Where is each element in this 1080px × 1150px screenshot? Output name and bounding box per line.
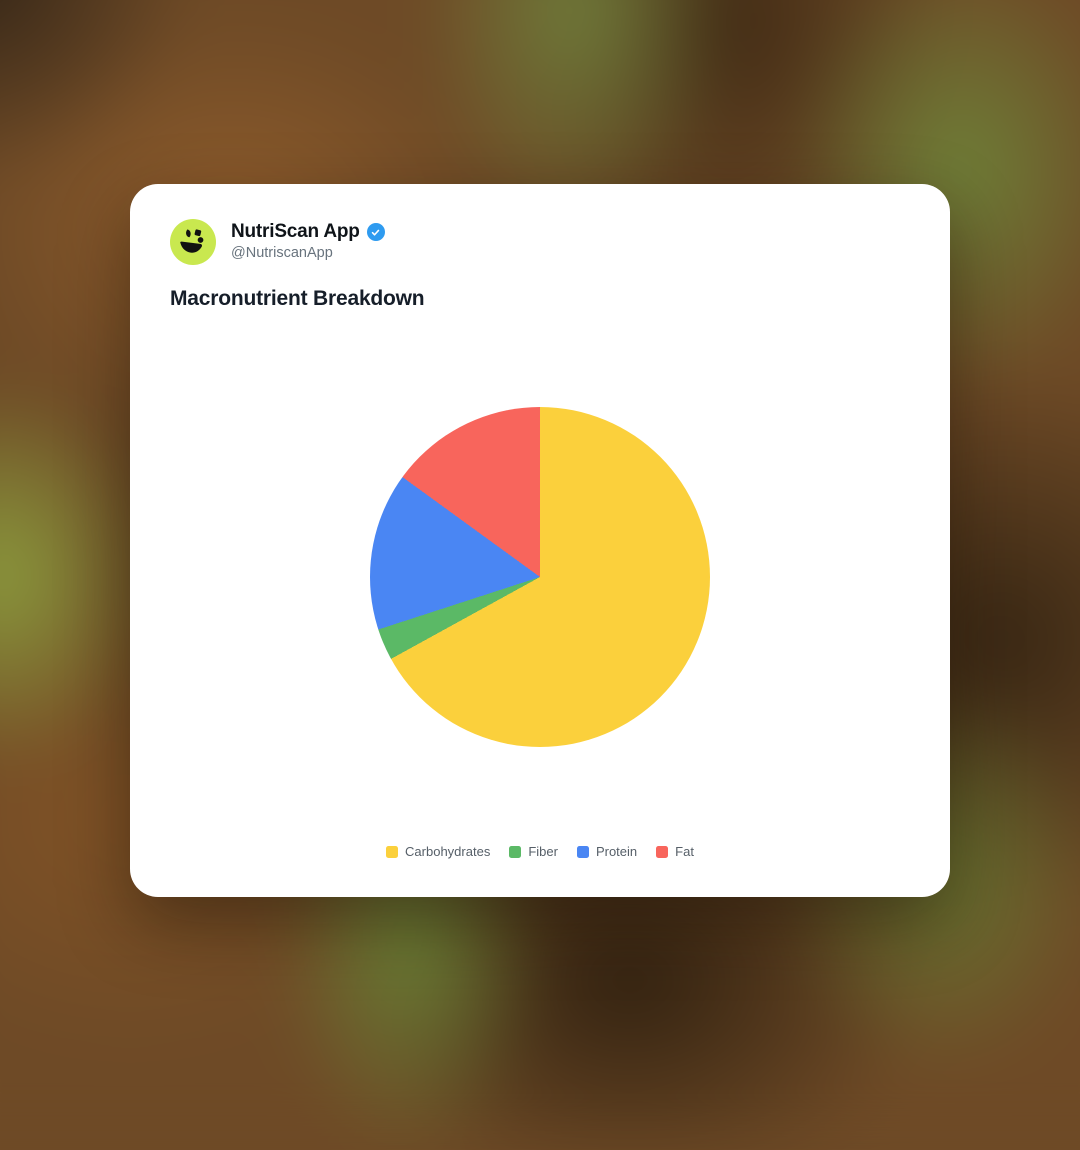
pie-chart-area xyxy=(170,407,910,747)
legend-item[interactable]: Carbohydrates xyxy=(386,845,490,859)
chart-title: Macronutrient Breakdown xyxy=(170,287,425,310)
legend-label: Protein xyxy=(595,844,638,859)
legend-item[interactable]: Protein xyxy=(576,844,638,859)
verified-badge-icon xyxy=(366,223,385,241)
profile-header: NutriScan App @NutriscanApp xyxy=(170,219,910,265)
profile-name-row: NutriScan App xyxy=(231,221,385,243)
nutriscan-logo-icon xyxy=(180,229,204,253)
legend-label: Fat xyxy=(675,844,694,859)
legend-swatch xyxy=(386,846,399,858)
legend-swatch xyxy=(656,846,669,858)
profile-handle[interactable]: @NutriscanApp xyxy=(231,245,333,261)
legend-swatch xyxy=(576,846,589,858)
legend-label: Fiber xyxy=(528,844,558,859)
legend-item[interactable]: Fiber xyxy=(509,845,558,859)
legend-item[interactable]: Fat xyxy=(656,845,694,859)
profile-name[interactable]: NutriScan App xyxy=(231,221,360,242)
profile-id-block: NutriScan App @NutriscanApp xyxy=(231,221,385,263)
pie-chart[interactable] xyxy=(370,407,710,747)
chart-legend: Carbohydrates Fiber Protein Fat xyxy=(170,845,910,859)
tweet-card: NutriScan App @NutriscanApp Macronutrien… xyxy=(130,184,950,897)
legend-swatch xyxy=(509,846,522,858)
legend-label: Carbohydrates xyxy=(405,844,491,859)
avatar[interactable] xyxy=(170,219,216,265)
